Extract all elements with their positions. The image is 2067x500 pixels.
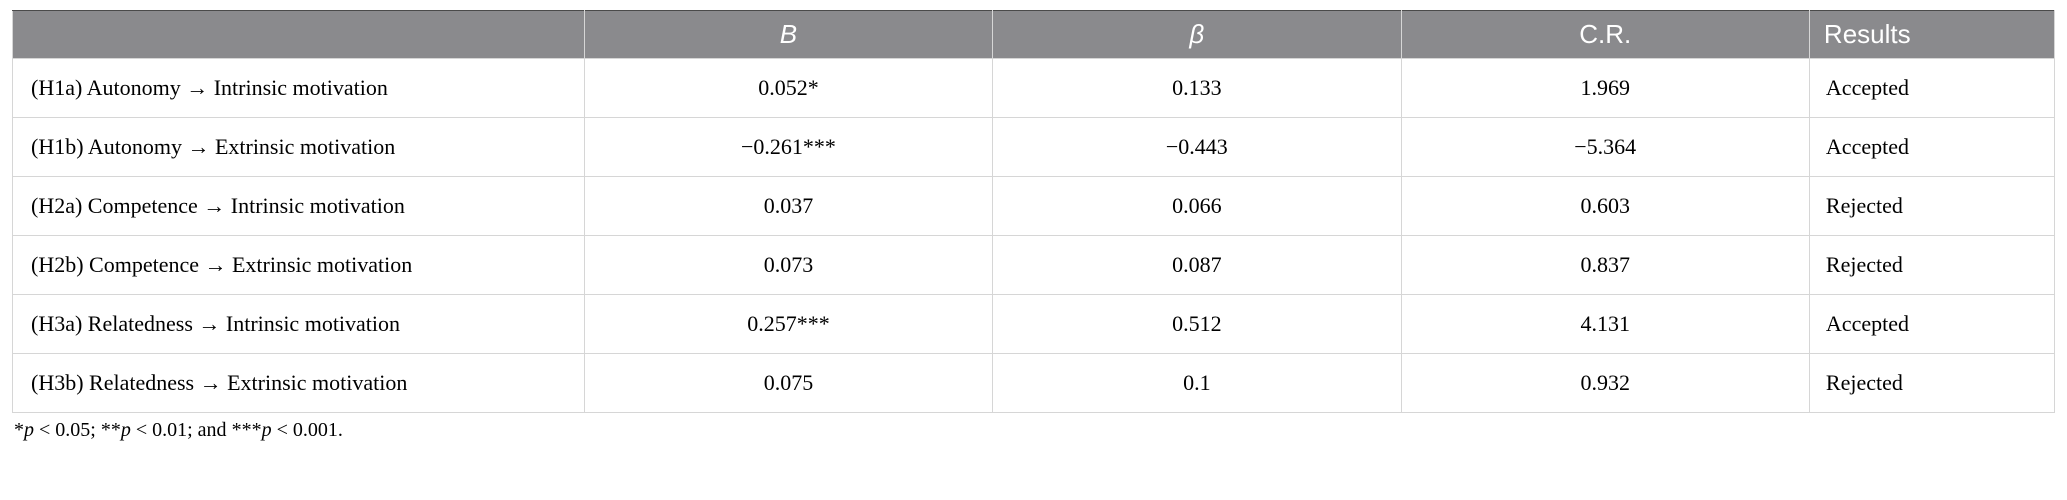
cell-beta: 0.512 (993, 295, 1401, 354)
cell-results: Accepted (1809, 118, 2054, 177)
cell-beta: −0.443 (993, 118, 1401, 177)
table-row: (H2b) Competence → Extrinsic motivation … (13, 236, 2055, 295)
results-table: B β C.R. Results (H1a) Autonomy → Intrin… (12, 10, 2055, 413)
cell-cr: 4.131 (1401, 295, 1809, 354)
cell-B: 0.037 (584, 177, 992, 236)
table-row: (H3a) Relatedness → Intrinsic motivation… (13, 295, 2055, 354)
cell-cr: 0.603 (1401, 177, 1809, 236)
cell-cr: 1.969 (1401, 59, 1809, 118)
col-cr: C.R. (1401, 11, 1809, 59)
footnote-p3-prefix: *** (232, 419, 262, 441)
table-body: (H1a) Autonomy → Intrinsic motivation 0.… (13, 59, 2055, 413)
cell-beta: 0.133 (993, 59, 1401, 118)
col-beta: β (993, 11, 1401, 59)
cell-B: 0.257*** (584, 295, 992, 354)
table-row: (H3b) Relatedness → Extrinsic motivation… (13, 354, 2055, 413)
cell-hypothesis: (H2b) Competence → Extrinsic motivation (13, 236, 585, 295)
cell-results: Rejected (1809, 236, 2054, 295)
footnote-p1-rest: < 0.05; (34, 419, 101, 441)
col-B-label: B (780, 19, 797, 49)
cell-B: 0.075 (584, 354, 992, 413)
table-row: (H1a) Autonomy → Intrinsic motivation 0.… (13, 59, 2055, 118)
cell-hypothesis: (H3a) Relatedness → Intrinsic motivation (13, 295, 585, 354)
cell-cr: −5.364 (1401, 118, 1809, 177)
footnote-p2-var: p (121, 419, 131, 441)
footnote-p2-rest: < 0.01; and (131, 419, 232, 441)
table-footnote: *p < 0.05; **p < 0.01; and ***p < 0.001. (12, 419, 2055, 442)
cell-hypothesis: (H1b) Autonomy → Extrinsic motivation (13, 118, 585, 177)
footnote-p2-prefix: ** (101, 419, 121, 441)
cell-hypothesis: (H3b) Relatedness → Extrinsic motivation (13, 354, 585, 413)
table-row: (H2a) Competence → Intrinsic motivation … (13, 177, 2055, 236)
cell-results: Rejected (1809, 354, 2054, 413)
cell-B: −0.261*** (584, 118, 992, 177)
col-results: Results (1809, 11, 2054, 59)
cell-beta: 0.087 (993, 236, 1401, 295)
footnote-p1-prefix: * (14, 419, 24, 441)
cell-B: 0.073 (584, 236, 992, 295)
col-beta-label: β (1189, 19, 1204, 49)
col-B: B (584, 11, 992, 59)
footnote-p3-var: p (262, 419, 272, 441)
footnote-p1-var: p (24, 419, 34, 441)
cell-results: Accepted (1809, 295, 2054, 354)
cell-results: Rejected (1809, 177, 2054, 236)
footnote-p3-rest: < 0.001. (272, 419, 343, 441)
cell-B: 0.052* (584, 59, 992, 118)
cell-beta: 0.1 (993, 354, 1401, 413)
cell-cr: 0.932 (1401, 354, 1809, 413)
table-row: (H1b) Autonomy → Extrinsic motivation −0… (13, 118, 2055, 177)
col-hypothesis (13, 11, 585, 59)
cell-cr: 0.837 (1401, 236, 1809, 295)
cell-hypothesis: (H2a) Competence → Intrinsic motivation (13, 177, 585, 236)
cell-beta: 0.066 (993, 177, 1401, 236)
table-header: B β C.R. Results (13, 11, 2055, 59)
cell-results: Accepted (1809, 59, 2054, 118)
cell-hypothesis: (H1a) Autonomy → Intrinsic motivation (13, 59, 585, 118)
